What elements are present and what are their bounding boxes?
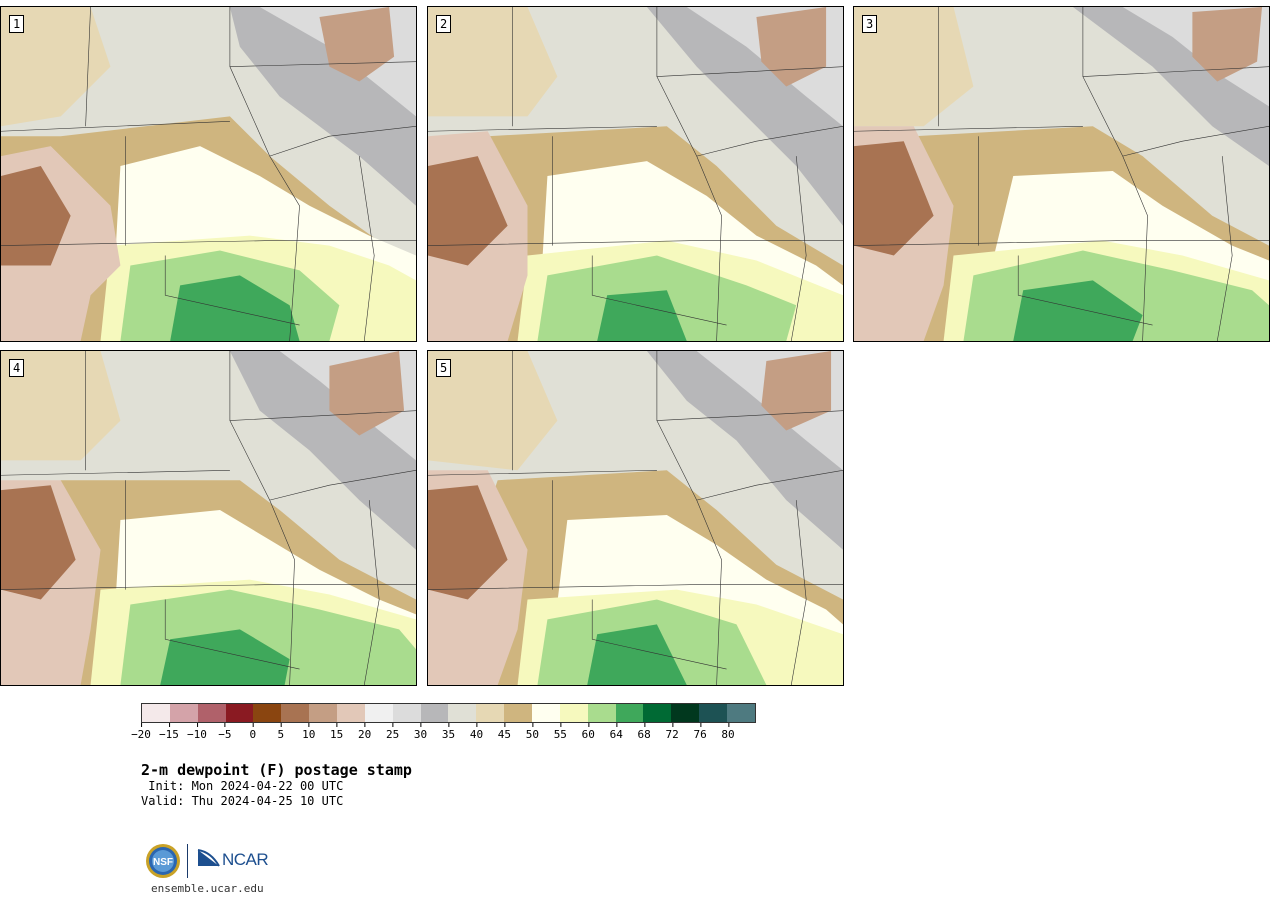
colorbar-swatch xyxy=(337,704,365,722)
colorbar-tick-label: 40 xyxy=(469,723,484,741)
map-panel-1: 1 xyxy=(0,6,417,342)
colorbar-swatch xyxy=(448,704,477,722)
colorbar-swatch xyxy=(476,704,505,722)
colorbar-tick-label: 55 xyxy=(553,723,567,741)
colorbar-tick-label: 15 xyxy=(330,723,344,741)
colorbar-swatch xyxy=(364,704,393,722)
colorbar-tick-label: 50 xyxy=(525,723,539,741)
dewpoint-map-3 xyxy=(854,7,1269,341)
colorbar-tick-label: −20 xyxy=(131,723,151,741)
panel-label-2: 2 xyxy=(436,15,452,33)
figure-title: 2-m dewpoint (F) postage stamp xyxy=(141,761,412,779)
colorbar-tick-labels: −20 −15 −10 −5 0 5 10 15 20 25 30 35 40 45 50 55 60 64 68 7… xyxy=(131,723,756,742)
colorbar-swatch xyxy=(671,704,700,722)
colorbar-tick-label: 80 xyxy=(721,723,735,741)
nsf-logo: NSF xyxy=(146,844,180,878)
init-time: Init: Mon 2024-04-22 00 UTC xyxy=(141,779,344,793)
dewpoint-map-2 xyxy=(428,7,843,341)
colorbar-tick-label: 10 xyxy=(302,723,316,741)
colorbar-tick-label: −15 xyxy=(159,723,179,741)
ncar-logo xyxy=(197,849,220,867)
colorbar-swatch xyxy=(615,704,644,722)
colorbar-swatch xyxy=(587,704,616,722)
colorbar-tick-label: 30 xyxy=(413,723,428,741)
panel-label-5: 5 xyxy=(436,359,452,377)
map-panel-2: 2 xyxy=(427,6,844,342)
svg-text:NSF: NSF xyxy=(153,857,173,868)
colorbar-swatch xyxy=(699,704,728,722)
colorbar-tick-label: −10 xyxy=(186,723,207,741)
colorbar-swatch xyxy=(142,704,170,722)
colorbar-swatch xyxy=(643,704,672,722)
colorbar-tick-label: 45 xyxy=(497,723,512,741)
colorbar-swatch xyxy=(169,704,198,722)
colorbar-swatch xyxy=(532,704,560,722)
dewpoint-map-4 xyxy=(1,351,416,685)
colorbar-tick-label: 20 xyxy=(358,723,372,741)
ncar-wordmark: NCAR xyxy=(222,850,269,869)
colorbar-tick-label: 25 xyxy=(385,723,400,741)
panel-label-1: 1 xyxy=(9,15,25,33)
colorbar-tick-label: 76 xyxy=(693,723,707,741)
colorbar-swatch xyxy=(197,704,226,722)
colorbar-tick-label: 72 xyxy=(665,723,679,741)
colorbar xyxy=(141,703,756,723)
colorbar-swatch xyxy=(420,704,449,722)
colorbar-swatch xyxy=(309,704,338,722)
map-panel-3: 3 xyxy=(853,6,1270,342)
logo-divider xyxy=(187,844,188,878)
colorbar-swatch xyxy=(225,704,254,722)
panel-label-3: 3 xyxy=(862,15,878,33)
dewpoint-map-1 xyxy=(1,7,416,341)
colorbar-tick-label: −5 xyxy=(218,723,232,741)
colorbar-swatch xyxy=(253,704,282,722)
website-url[interactable]: ensemble.ucar.edu xyxy=(151,882,264,895)
map-panel-5: 5 xyxy=(427,350,844,686)
panel-label-4: 4 xyxy=(9,359,25,377)
colorbar-swatch xyxy=(281,704,310,722)
colorbar-tick-label: 60 xyxy=(581,723,595,741)
colorbar-tick-label: 5 xyxy=(277,723,285,741)
colorbar-tick-label: 35 xyxy=(441,723,456,741)
colorbar-tick-label: 64 xyxy=(609,723,623,741)
colorbar-swatch xyxy=(559,704,588,722)
map-panel-4: 4 xyxy=(0,350,417,686)
colorbar-swatch xyxy=(727,704,755,722)
colorbar-swatch xyxy=(504,704,533,722)
colorbar-swatch xyxy=(392,704,421,722)
colorbar-tick-label: 68 xyxy=(637,723,651,741)
valid-time: Valid: Thu 2024-04-25 10 UTC xyxy=(141,794,344,808)
colorbar-tick-label: 0 xyxy=(249,723,257,741)
dewpoint-map-5 xyxy=(428,351,843,685)
